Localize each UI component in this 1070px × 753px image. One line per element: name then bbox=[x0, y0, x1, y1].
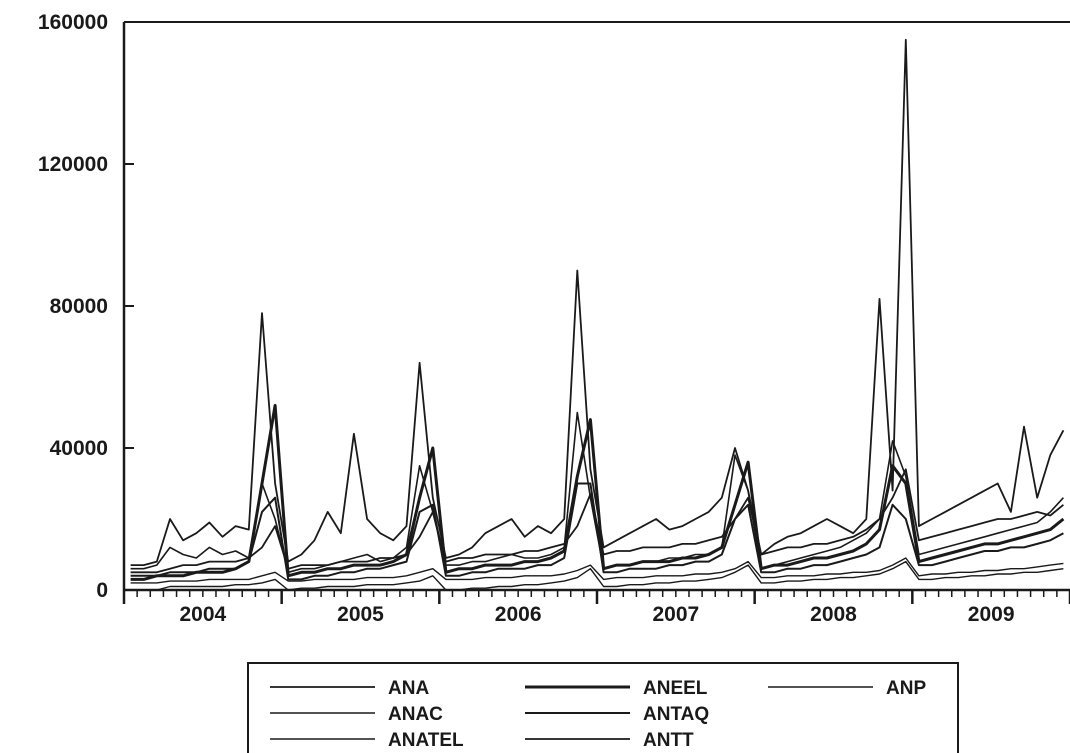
y-tick-label: 40000 bbox=[50, 437, 108, 460]
x-year-label: 2009 bbox=[968, 603, 1015, 626]
legend-label-anac: ANAC bbox=[388, 704, 443, 725]
series-line-anp bbox=[130, 557, 1064, 584]
y-tick-label: 160000 bbox=[38, 11, 108, 34]
legend-label-anp: ANP bbox=[886, 678, 926, 699]
x-year-label: 2008 bbox=[810, 603, 857, 626]
x-year-label: 2004 bbox=[179, 603, 226, 626]
x-year-label: 2007 bbox=[652, 603, 699, 626]
y-tick-label: 0 bbox=[96, 579, 108, 602]
legend-label-anatel: ANATEL bbox=[388, 730, 464, 751]
legend: ANA ANEEL ANP ANAC ANTAQ ANATEL ANTT bbox=[247, 662, 959, 753]
y-tick-label: 120000 bbox=[38, 153, 108, 176]
x-year-label: 2006 bbox=[495, 603, 542, 626]
legend-label-antaq: ANTAQ bbox=[643, 704, 709, 725]
series-line-anatel bbox=[130, 560, 1064, 591]
y-axis-ticks: 0 40000 80000 120000 160000 bbox=[38, 11, 134, 602]
legend-label-aneel: ANEEL bbox=[643, 678, 708, 699]
series-line-antaq bbox=[130, 482, 1064, 581]
legend-label-ana: ANA bbox=[388, 678, 429, 699]
x-year-label: 2005 bbox=[337, 603, 384, 626]
legend-label-antt: ANTT bbox=[643, 730, 694, 751]
x-axis-ticks: 2004 2005 2006 2007 2008 2009 bbox=[122, 590, 1070, 626]
series-lines bbox=[130, 38, 1065, 591]
y-tick-label: 80000 bbox=[50, 295, 108, 318]
series-line-antt bbox=[130, 38, 1065, 566]
legend-box bbox=[247, 662, 959, 753]
